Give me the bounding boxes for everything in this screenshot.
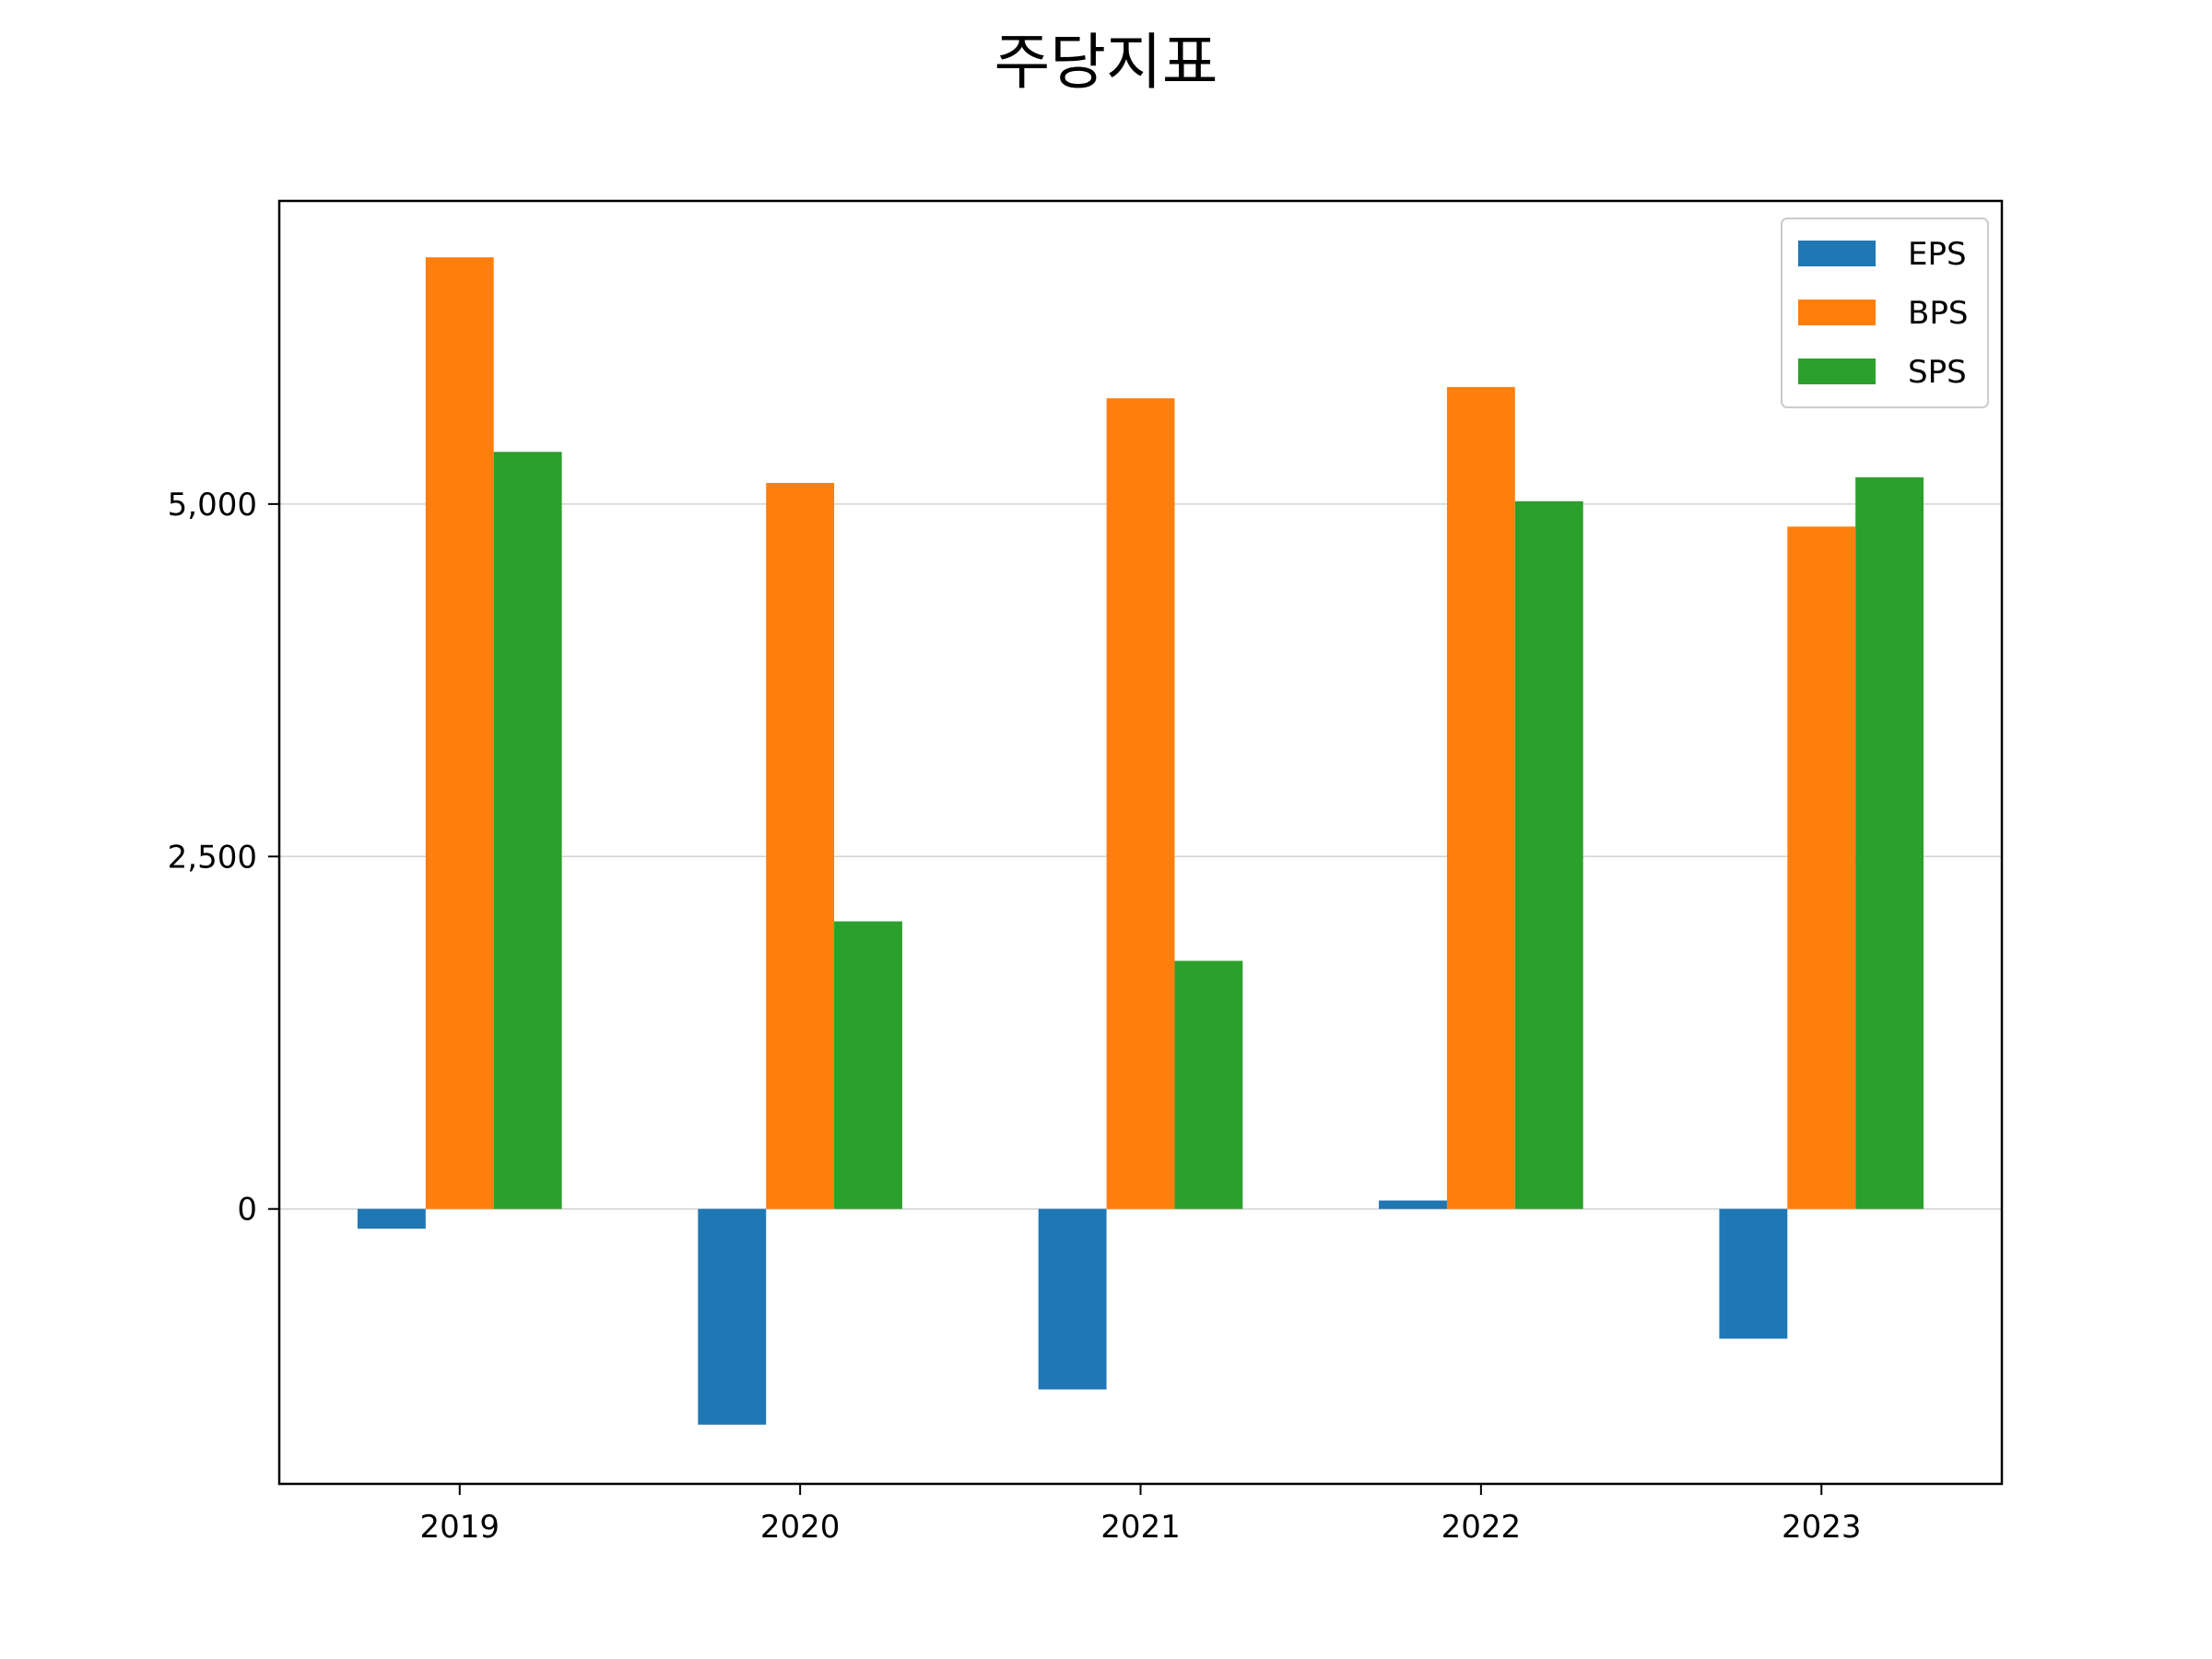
bar-bps-2019 bbox=[425, 257, 494, 1209]
y-tick-label: 2,500 bbox=[168, 839, 257, 876]
bar-bps-2022 bbox=[1446, 386, 1515, 1209]
x-tick-label: 2019 bbox=[419, 1509, 500, 1546]
y-tick-label: 0 bbox=[237, 1192, 257, 1229]
bar-eps-2022 bbox=[1379, 1200, 1447, 1209]
axes: 0 2,500 5,000 2019 2020 2021 2022 2023 bbox=[168, 199, 2004, 1546]
legend-swatch-sps bbox=[1798, 359, 1876, 384]
legend-swatch-bps bbox=[1798, 300, 1876, 325]
x-tick-label: 2022 bbox=[1441, 1509, 1522, 1546]
legend: EPS BPS SPS bbox=[1781, 218, 1989, 408]
bar-sps-2019 bbox=[493, 452, 562, 1209]
bar-bps-2021 bbox=[1106, 398, 1175, 1209]
legend-label-bps: BPS bbox=[1908, 295, 1968, 332]
x-tick-label: 2023 bbox=[1782, 1509, 1862, 1546]
bar-sps-2022 bbox=[1514, 500, 1583, 1209]
bar-eps-2021 bbox=[1038, 1208, 1107, 1390]
bar-eps-2023 bbox=[1719, 1208, 1788, 1339]
y-tick-label: 5,000 bbox=[168, 487, 257, 524]
bar-sps-2021 bbox=[1174, 960, 1243, 1209]
bars bbox=[357, 257, 1924, 1425]
legend-label-eps: EPS bbox=[1908, 236, 1967, 273]
bar-sps-2023 bbox=[1855, 477, 1924, 1209]
bar-eps-2020 bbox=[698, 1208, 767, 1425]
chart-title: 주당지표 bbox=[994, 27, 1218, 98]
bar-bps-2023 bbox=[1787, 526, 1856, 1209]
legend-swatch-eps bbox=[1798, 241, 1876, 266]
x-tick-label: 2020 bbox=[760, 1509, 841, 1546]
bar-eps-2019 bbox=[357, 1208, 426, 1230]
x-tick-label: 2021 bbox=[1100, 1509, 1181, 1546]
legend-label-sps: SPS bbox=[1908, 354, 1967, 391]
bar-sps-2020 bbox=[834, 921, 902, 1209]
bar-bps-2020 bbox=[766, 482, 835, 1209]
